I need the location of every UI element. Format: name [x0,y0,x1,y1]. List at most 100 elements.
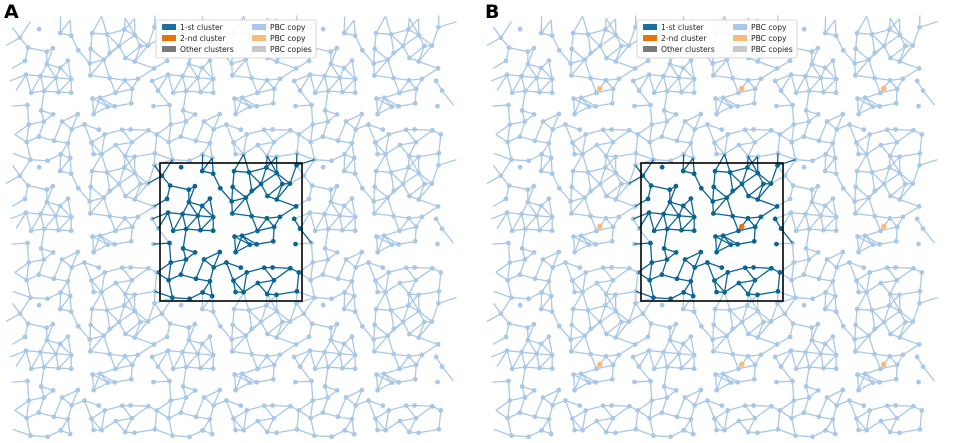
second-cluster-node [881,85,887,92]
network-edge [922,90,935,106]
network-edge [507,280,513,298]
network-edge [571,33,574,49]
network-edge [256,378,274,383]
network-edge [612,267,630,281]
network-edge [605,17,617,36]
network-node [28,433,33,439]
network-edge [245,335,253,355]
network-node [264,429,270,435]
network-edge [653,297,671,300]
network-node [815,45,821,51]
network-edge [744,267,756,281]
network-edge [251,77,259,94]
network-edge [27,46,47,53]
network-edge [109,215,117,232]
network-edge [26,262,30,281]
network-node [296,270,302,275]
network-node [312,366,318,372]
network-edge [770,165,779,184]
network-edge [157,366,170,382]
network-edge [611,226,614,242]
network-edge [596,417,614,422]
network-node [178,410,184,416]
network-edge [896,129,914,143]
network-node [897,170,903,176]
network-edge [634,104,651,107]
network-edge [524,353,538,368]
network-edge [690,60,695,80]
network-edge [738,144,749,157]
network-edge [558,187,572,202]
network-node [287,403,293,409]
network-node [389,104,395,110]
network-node [914,78,920,84]
network-edge [820,215,837,218]
network-node [688,196,694,202]
network-edge [722,368,739,375]
network-edge [495,262,511,273]
network-edge [580,92,597,99]
network-node [854,140,859,145]
network-edge [552,251,560,268]
network-edge [922,228,935,244]
network-node [381,95,387,101]
network-edge [599,167,606,185]
network-edge [871,166,890,173]
network-edge [777,134,781,154]
network-edge [197,77,202,93]
network-edge [857,170,873,173]
network-edge [780,366,793,382]
network-edge [818,397,828,418]
network-edge [322,397,329,413]
network-node [852,337,858,342]
network-node [713,96,718,101]
network-node [164,58,170,64]
network-edge [260,172,278,185]
network-edge [327,215,341,230]
network-node [519,349,524,355]
network-edge [330,339,341,355]
network-edge [418,34,433,47]
network-node [539,151,545,157]
network-edge [832,281,836,297]
network-node [277,214,283,220]
network-edge [233,409,248,420]
network-node [307,210,313,216]
network-edge [168,142,174,160]
network-edge [310,124,314,143]
network-edge [826,389,844,399]
network-edge [273,405,291,419]
network-edge [713,309,716,325]
network-edge [409,183,425,197]
network-edge [232,186,247,199]
network-edge [492,198,507,207]
network-node [412,127,417,132]
network-edge [9,74,27,82]
network-node [68,309,74,315]
network-edge [732,77,740,94]
network-node [200,427,206,433]
network-edge [40,213,56,217]
network-node [113,366,118,372]
network-node [498,311,504,317]
network-node [104,169,110,175]
network-node [121,165,127,170]
network-edge [741,310,759,323]
network-node [755,170,761,176]
network-node [897,197,903,202]
network-node [583,131,589,137]
network-node [406,429,412,435]
network-edge [211,158,214,174]
network-edge [615,321,630,338]
network-edge [109,77,126,81]
network-edge [377,97,385,115]
network-edge [519,397,526,413]
network-edge [310,142,316,160]
network-edge [402,29,409,47]
network-node [910,43,916,48]
network-node [210,228,216,234]
network-node [334,111,340,117]
network-edge [311,184,331,191]
network-node [549,171,555,177]
